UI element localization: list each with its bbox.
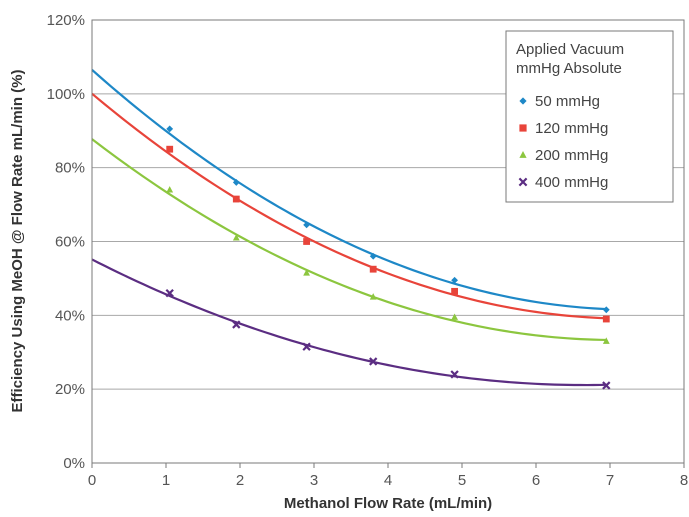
y-tick-label: 100% bbox=[47, 86, 85, 103]
data-point bbox=[166, 145, 174, 153]
x-tick-label: 0 bbox=[88, 472, 96, 489]
trendline-3 bbox=[91, 138, 607, 342]
data-point bbox=[602, 381, 611, 390]
data-point bbox=[602, 306, 610, 314]
data-point bbox=[451, 313, 458, 320]
y-tick-label: 40% bbox=[55, 307, 85, 324]
legend-title-line1: Applied Vacuum bbox=[516, 41, 624, 58]
legend-marker-4 bbox=[518, 177, 528, 187]
data-point bbox=[369, 265, 377, 273]
legend-marker-1 bbox=[519, 97, 527, 105]
legend-marker-2 bbox=[519, 124, 527, 132]
data-point bbox=[232, 234, 240, 241]
legend-label-3: 200 mmHg bbox=[535, 147, 608, 164]
legend-label-1: 50 mmHg bbox=[535, 93, 600, 110]
data-point bbox=[232, 320, 241, 329]
y-tick-label: 120% bbox=[47, 12, 85, 29]
x-axis-ticks: 0 1 2 3 4 5 6 7 8 bbox=[88, 463, 688, 489]
legend-title-line2: mmHg Absolute bbox=[516, 60, 622, 77]
data-point bbox=[166, 125, 174, 133]
data-point bbox=[303, 269, 310, 276]
y-tick-label: 80% bbox=[55, 160, 85, 177]
legend-box bbox=[505, 30, 674, 203]
x-tick-label: 1 bbox=[162, 472, 170, 489]
y-axis-ticks: 0% 20% 40% 60% 80% 100% 120% bbox=[47, 12, 85, 472]
legend: Applied Vacuum mmHg Absolute 50 mmHg 120 … bbox=[505, 30, 674, 203]
y-tick-label: 0% bbox=[63, 455, 85, 472]
trendline-2 bbox=[91, 92, 607, 320]
trendline-1 bbox=[91, 69, 607, 311]
data-point bbox=[369, 293, 377, 300]
x-tick-label: 2 bbox=[236, 472, 244, 489]
y-tick-label: 60% bbox=[55, 234, 85, 251]
data-point bbox=[232, 179, 240, 186]
data-point bbox=[302, 342, 311, 351]
x-tick-label: 5 bbox=[458, 472, 466, 489]
x-tick-label: 4 bbox=[384, 472, 392, 489]
x-axis-title: Methanol Flow Rate (mL/min) bbox=[284, 495, 492, 512]
legend-label-4: 400 mmHg bbox=[535, 174, 608, 191]
data-point bbox=[303, 238, 310, 245]
trendline-4 bbox=[91, 258, 607, 387]
data-point bbox=[602, 337, 610, 344]
x-tick-label: 3 bbox=[310, 472, 318, 489]
data-point bbox=[166, 186, 174, 193]
data-point bbox=[369, 252, 377, 260]
data-point bbox=[232, 195, 240, 203]
x-tick-label: 8 bbox=[680, 472, 688, 489]
data-markers bbox=[165, 125, 611, 390]
y-tick-label: 20% bbox=[55, 381, 85, 398]
data-point bbox=[451, 276, 458, 284]
x-tick-label: 7 bbox=[606, 472, 614, 489]
data-point bbox=[602, 315, 610, 323]
legend-items: 50 mmHg 120 mmHg 200 mmHg 400 mmHg bbox=[518, 93, 608, 191]
data-point bbox=[451, 287, 458, 295]
data-point bbox=[303, 221, 310, 229]
y-axis-title: Efficiency Using MeOH @ Flow Rate mL/min… bbox=[9, 69, 26, 412]
trendlines bbox=[91, 69, 607, 387]
legend-label-2: 120 mmHg bbox=[535, 120, 608, 137]
data-point bbox=[369, 357, 378, 366]
data-point bbox=[165, 289, 174, 298]
legend-marker-3 bbox=[519, 151, 527, 158]
x-tick-label: 6 bbox=[532, 472, 540, 489]
data-point bbox=[450, 370, 459, 379]
